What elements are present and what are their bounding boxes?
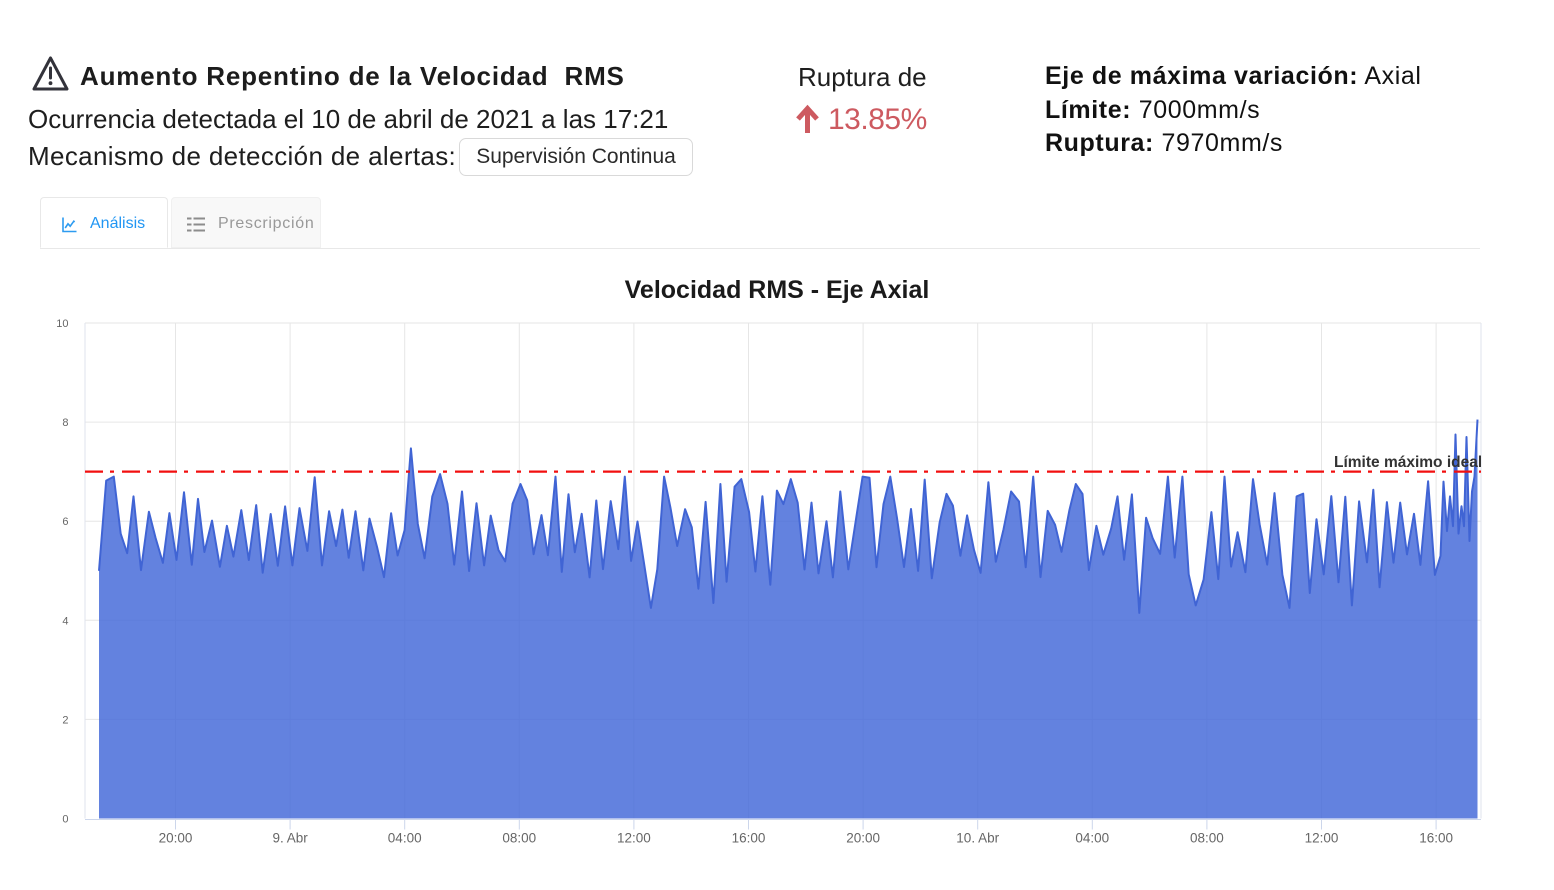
svg-text:20:00: 20:00	[846, 831, 880, 846]
svg-text:10. Abr: 10. Abr	[956, 831, 999, 846]
svg-text:8: 8	[62, 417, 68, 429]
svg-text:08:00: 08:00	[502, 831, 536, 846]
svg-text:2: 2	[62, 714, 68, 726]
svg-text:12:00: 12:00	[1305, 831, 1339, 846]
svg-text:20:00: 20:00	[159, 831, 193, 846]
svg-text:9. Abr: 9. Abr	[272, 831, 308, 846]
svg-text:08:00: 08:00	[1190, 831, 1224, 846]
svg-text:6: 6	[62, 516, 68, 528]
svg-text:Límite máximo ideal: Límite máximo ideal	[1334, 454, 1482, 471]
svg-text:16:00: 16:00	[1419, 831, 1453, 846]
svg-text:10: 10	[56, 318, 68, 330]
svg-text:04:00: 04:00	[388, 831, 422, 846]
svg-text:4: 4	[62, 615, 68, 627]
svg-text:12:00: 12:00	[617, 831, 651, 846]
svg-text:0: 0	[62, 814, 68, 826]
svg-text:16:00: 16:00	[732, 831, 766, 846]
svg-text:04:00: 04:00	[1075, 831, 1109, 846]
